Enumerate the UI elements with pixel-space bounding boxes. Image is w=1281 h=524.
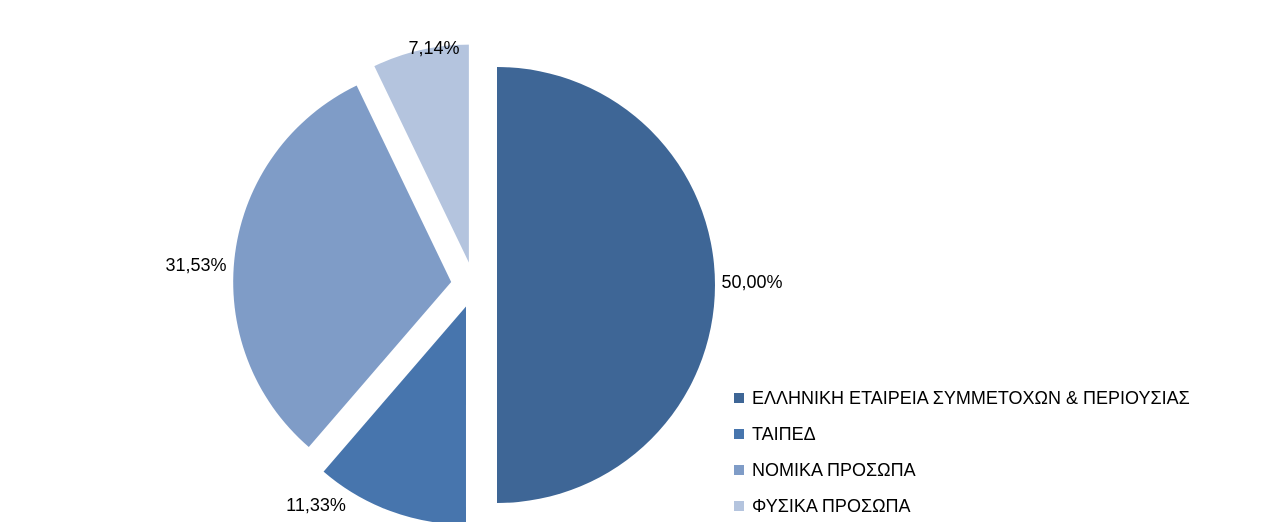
pie-slice-taiped — [323, 306, 466, 522]
legend-swatch-nomika-prosopa — [734, 465, 744, 475]
legend-swatch-fysika-prosopa — [734, 501, 744, 511]
legend-item-fysika-prosopa: ΦΥΣΙΚΑ ΠΡΟΣΩΠΑ — [734, 488, 1190, 524]
pie-slice-fysika-prosopa — [374, 44, 469, 263]
legend-item-elliniki-etaireia: ΕΛΛΗΝΙΚΗ ΕΤΑΙΡΕΙΑ ΣΥΜΜΕΤΟΧΩΝ & ΠΕΡΙΟΥΣΙΑ… — [734, 380, 1190, 416]
pie-slice-nomika-prosopa — [233, 85, 452, 448]
legend-swatch-taiped — [734, 429, 744, 439]
legend: ΕΛΛΗΝΙΚΗ ΕΤΑΙΡΕΙΑ ΣΥΜΜΕΤΟΧΩΝ & ΠΕΡΙΟΥΣΙΑ… — [734, 380, 1190, 524]
legend-label-taiped: ΤΑΙΠΕΔ — [752, 423, 816, 444]
data-label-taiped: 11,33% — [286, 495, 346, 515]
legend-label-nomika-prosopa: ΝΟΜΙΚΑ ΠΡΟΣΩΠΑ — [752, 459, 916, 480]
legend-label-elliniki-etaireia: ΕΛΛΗΝΙΚΗ ΕΤΑΙΡΕΙΑ ΣΥΜΜΕΤΟΧΩΝ & ΠΕΡΙΟΥΣΙΑ… — [752, 387, 1190, 408]
data-label-elliniki-etaireia: 50,00% — [721, 272, 782, 292]
data-label-nomika-prosopa: 31,53% — [165, 255, 226, 275]
data-label-fysika-prosopa: 7,14% — [408, 38, 459, 58]
legend-label-fysika-prosopa: ΦΥΣΙΚΑ ΠΡΟΣΩΠΑ — [752, 495, 911, 516]
pie-slice-elliniki-etaireia — [497, 67, 715, 503]
legend-swatch-elliniki-etaireia — [734, 393, 744, 403]
legend-item-nomika-prosopa: ΝΟΜΙΚΑ ΠΡΟΣΩΠΑ — [734, 452, 1190, 488]
legend-item-taiped: ΤΑΙΠΕΔ — [734, 416, 1190, 452]
